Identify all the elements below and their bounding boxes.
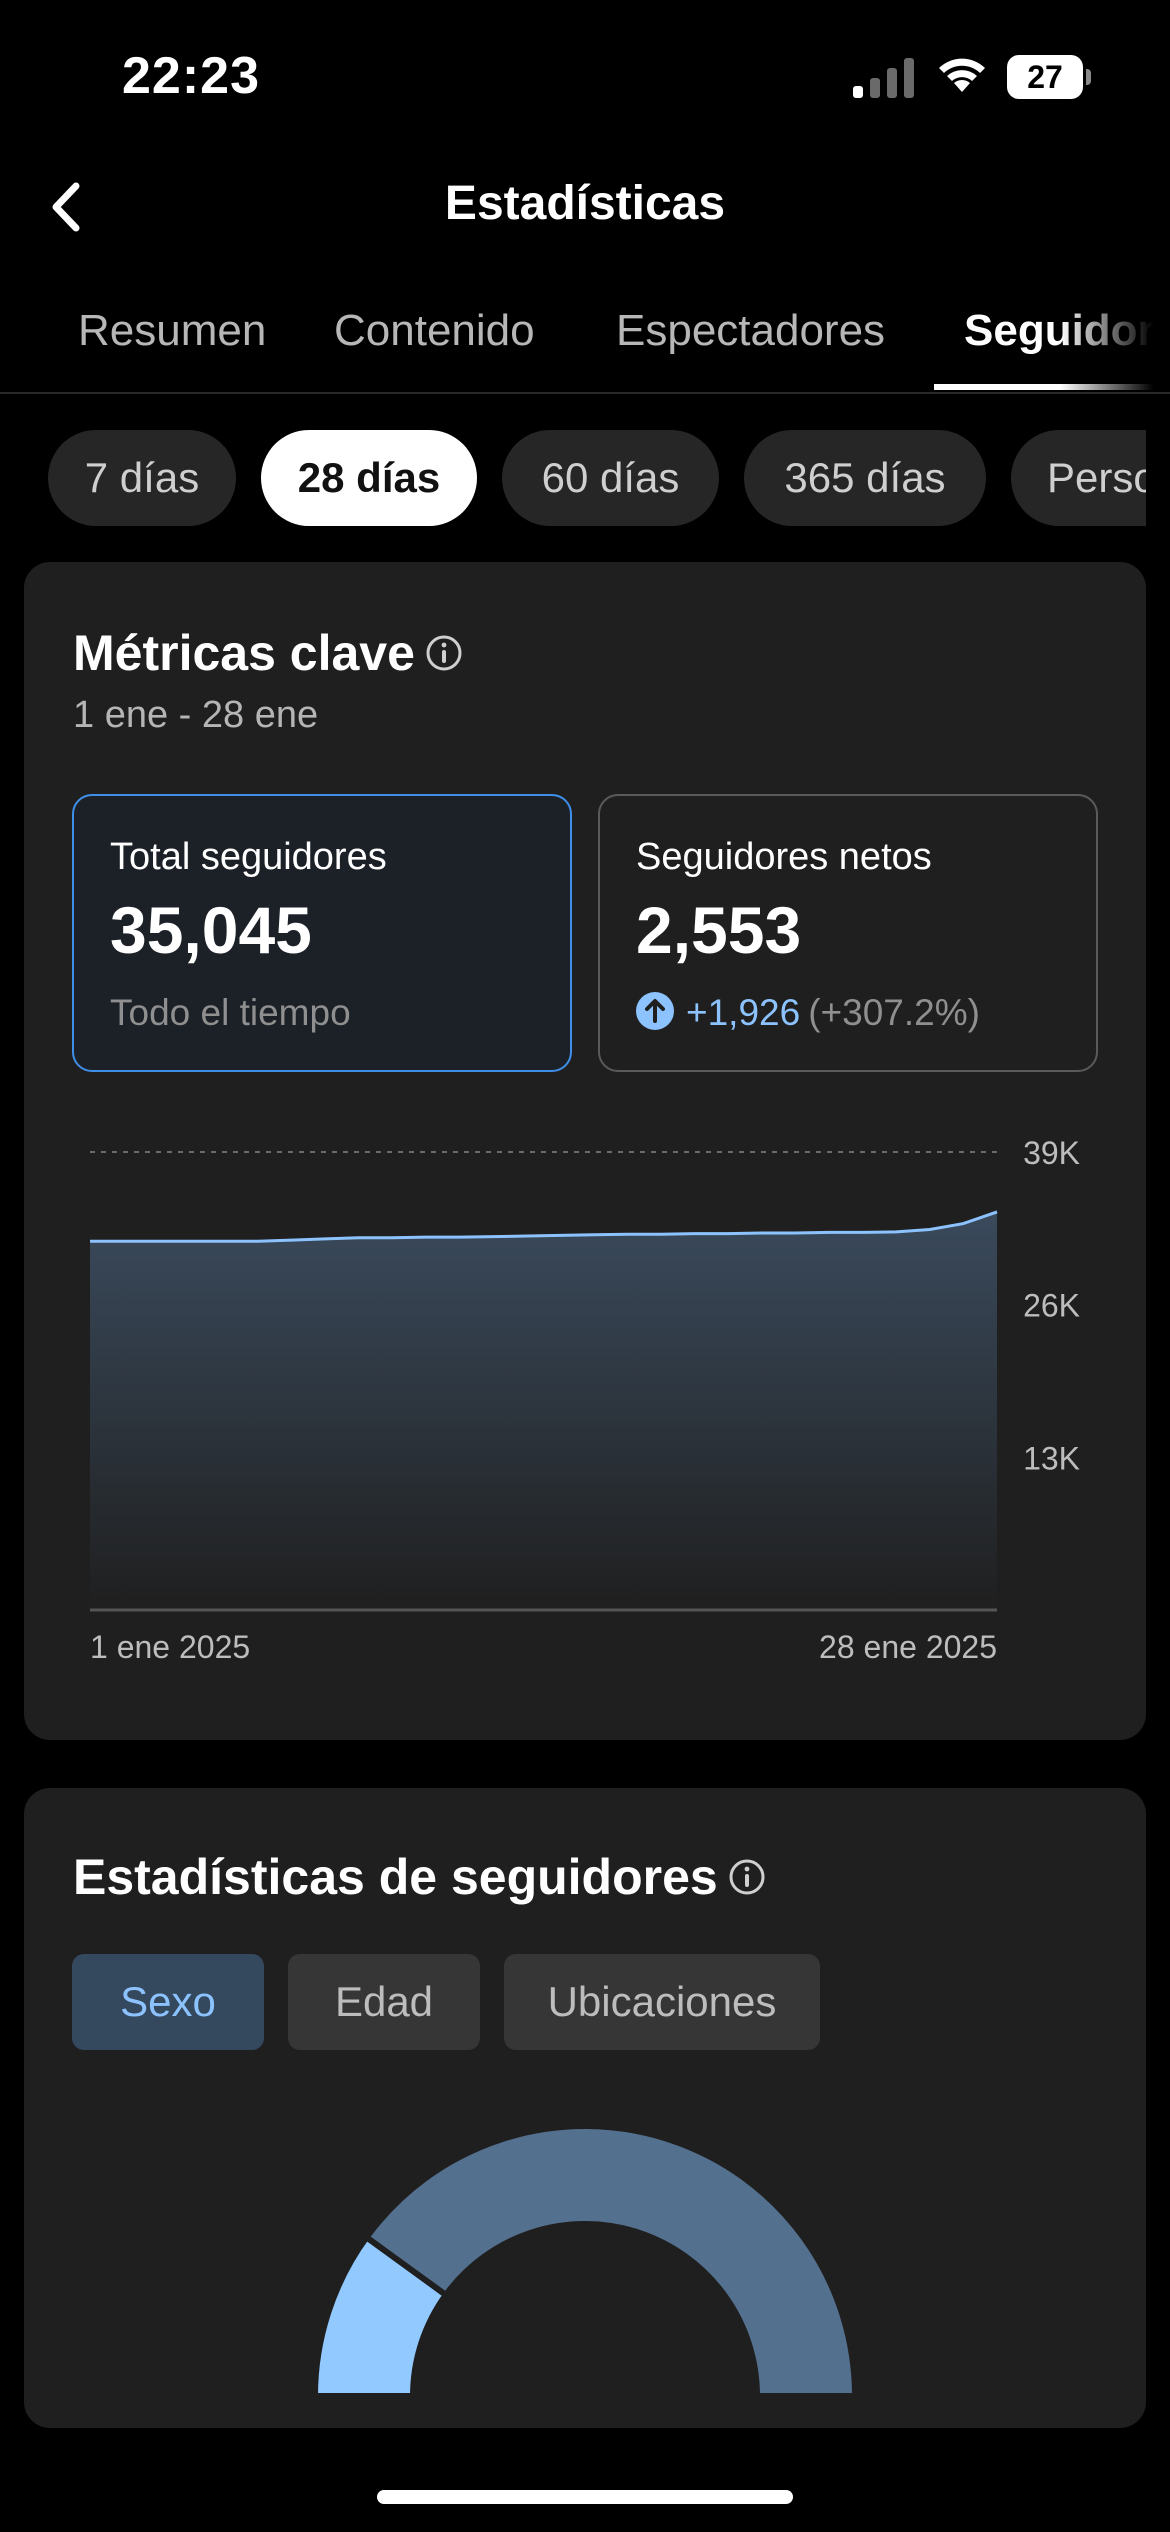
series-line: [90, 1210, 998, 1243]
net-followers-delta: +1,926 (+307.2%): [636, 992, 980, 1034]
page-title: Estadísticas: [444, 177, 726, 230]
segment-edad[interactable]: Edad: [288, 1954, 480, 2050]
signal-icon: [853, 58, 914, 98]
follower-stats-title-text: Estadísticas de seguidores: [73, 1849, 718, 1905]
total-followers-label: Total seguidores: [110, 836, 387, 878]
tab-resumen[interactable]: Resumen: [78, 306, 267, 355]
total-followers-period: Todo el tiempo: [110, 992, 351, 1033]
net-followers-value: 2,553: [636, 893, 802, 967]
x-tick-label-start: 1 ene 2025: [90, 1629, 250, 1665]
y-tick-label: 26K: [1023, 1288, 1080, 1324]
active-tab-indicator: [934, 384, 1170, 390]
area-fill: [90, 1211, 997, 1610]
info-icon[interactable]: [425, 634, 463, 672]
delta-value: +1,926: [686, 992, 801, 1033]
donut-segment-1[interactable]: [362, 2123, 859, 2399]
period-28-days[interactable]: 28 días: [261, 430, 477, 526]
status-time: 22:23: [122, 47, 260, 105]
period-365-days[interactable]: 365 días: [744, 430, 986, 526]
key-metrics-title-text: Métricas clave: [73, 625, 415, 681]
battery-level: 27: [1027, 59, 1063, 95]
net-followers-box[interactable]: Seguidores netos 2,553 +1,926 (+307.2%): [598, 794, 1098, 1072]
follower-stats-title: Estadísticas de seguidores: [73, 1848, 766, 1906]
period-selector: 7 días 28 días 60 días 365 días Personal…: [0, 430, 1146, 526]
status-bar: 22:23 27: [0, 0, 1170, 150]
tabs-fade-overlay: [1060, 280, 1170, 392]
key-metrics-title: Métricas clave: [73, 624, 463, 682]
battery-icon: 27: [1007, 55, 1091, 99]
y-tick-label: 13K: [1023, 1440, 1080, 1476]
home-indicator[interactable]: [377, 2490, 793, 2504]
period-custom[interactable]: Personalizado: [1011, 430, 1146, 526]
segment-sexo[interactable]: Sexo: [72, 1954, 264, 2050]
followers-area-chart: 39K 26K 13K 1 ene 2025 28 ene 2025: [90, 1135, 1080, 1665]
tab-bar: Resumen Contenido Espectadores Seguidore…: [0, 280, 1170, 394]
y-tick-label: 39K: [1023, 1135, 1080, 1171]
key-metrics-card: Métricas clave 1 ene - 28 ene Total segu…: [24, 562, 1146, 1740]
wifi-icon: [939, 58, 985, 92]
total-followers-box[interactable]: Total seguidores 35,045 Todo el tiempo: [72, 794, 572, 1072]
date-range: 1 ene - 28 ene: [73, 694, 319, 736]
gender-half-donut-chart: [311, 2123, 859, 2399]
total-followers-value: 35,045: [110, 893, 312, 967]
delta-percent: (+307.2%): [808, 992, 980, 1033]
tab-espectadores[interactable]: Espectadores: [616, 306, 886, 355]
arrow-up-circle-icon: [636, 992, 674, 1031]
chevron-left-icon[interactable]: [42, 172, 92, 242]
segment-ubicaciones[interactable]: Ubicaciones: [504, 1954, 820, 2050]
x-tick-label-end: 28 ene 2025: [819, 1629, 997, 1665]
period-60-days[interactable]: 60 días: [502, 430, 719, 526]
follower-stats-card: Estadísticas de seguidores Sexo Edad Ubi…: [24, 1788, 1146, 2428]
tab-contenido[interactable]: Contenido: [334, 306, 535, 355]
info-icon[interactable]: [728, 1858, 766, 1896]
period-7-days[interactable]: 7 días: [48, 430, 236, 526]
net-followers-label: Seguidores netos: [636, 836, 932, 878]
